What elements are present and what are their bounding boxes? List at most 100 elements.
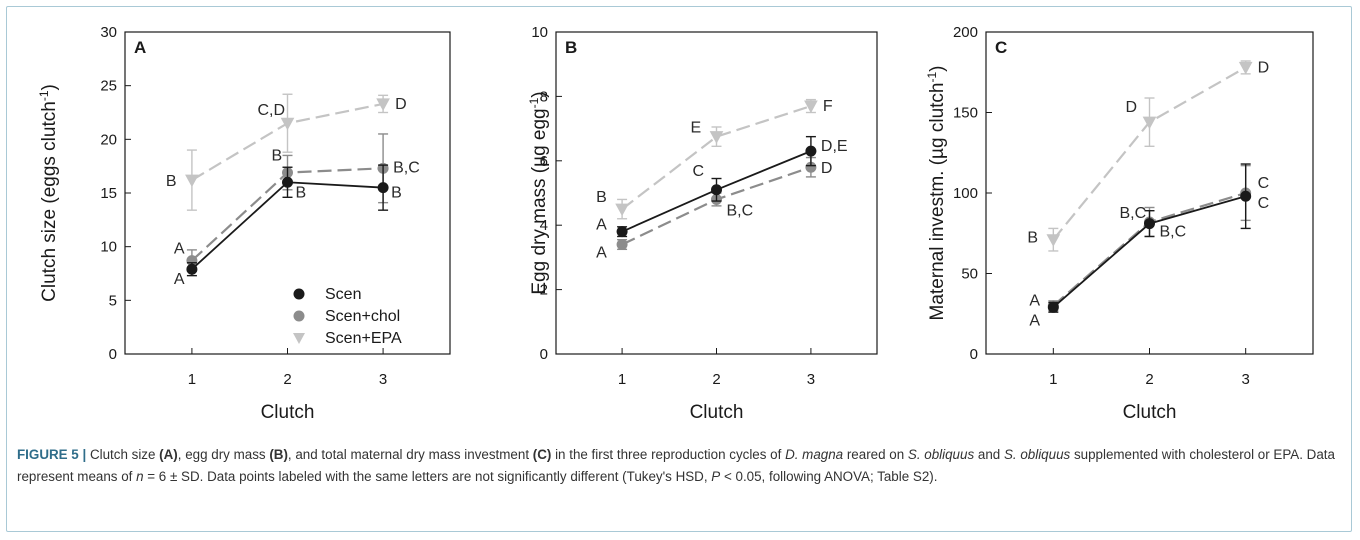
y-tick-label: 25: [100, 78, 117, 95]
data-point: [1144, 218, 1155, 230]
significance-letter: B: [1027, 230, 1038, 247]
caption-symbol: n: [136, 469, 144, 484]
x-axis-label: Clutch: [1123, 402, 1177, 423]
significance-letter: B: [272, 148, 283, 165]
caption-species: D. magna: [785, 447, 844, 462]
panel-a: 0 5 10 15 20 25 30 1 2 3 Clutch Clutch size (eggs c…: [37, 24, 451, 423]
y-tick-label: 50: [961, 266, 978, 283]
series-line: [621, 105, 812, 210]
y-tick-label: 150: [953, 105, 978, 122]
y-tick-label: 0: [109, 346, 117, 363]
caption-text: , and total maternal dry mass investment: [287, 447, 533, 462]
data-point: [1240, 190, 1252, 202]
data-point: [1047, 301, 1059, 313]
significance-letter: C: [1258, 175, 1270, 192]
y-tick-label: 10: [531, 24, 548, 41]
data-point: [616, 226, 628, 238]
significance-letter: A: [1029, 293, 1040, 310]
legend-label: Scen+chol: [325, 308, 400, 325]
y-axis-label: Clutch size (eggs clutch-1): [37, 84, 60, 302]
x-tick-label: 1: [1049, 371, 1057, 388]
data-point: [1142, 116, 1157, 130]
y-axis-label: Egg dry mass (µg egg-1): [527, 91, 550, 294]
significance-letter: C,D: [258, 102, 286, 119]
legend-marker: [293, 333, 305, 344]
significance-letter: A: [174, 241, 185, 258]
significance-letter: A: [1029, 312, 1040, 329]
data-point: [805, 145, 817, 157]
legend-marker: [293, 288, 305, 300]
data-point: [805, 161, 817, 173]
y-tick-label: 0: [540, 346, 548, 363]
data-point: [185, 174, 199, 188]
data-point: [377, 182, 389, 194]
x-tick-label: 2: [1145, 371, 1153, 388]
y-axis-label: Maternal investm. (µg clutch-1): [925, 66, 948, 321]
y-tick-label: 10: [100, 239, 117, 256]
significance-letter: D: [395, 96, 407, 113]
panel-label: B: [565, 38, 577, 57]
significance-letter: D: [821, 160, 833, 177]
legend-label: Scen: [325, 286, 361, 303]
y-tick-label: 15: [100, 185, 117, 202]
data-point: [1046, 234, 1061, 247]
caption-text: < 0.05, following ANOVA; Table S2).: [720, 469, 938, 484]
significance-letter: B,C: [393, 159, 420, 176]
significance-letter: D: [1258, 59, 1270, 76]
caption-text: in the first three reproduction cycles o…: [551, 447, 786, 462]
caption-text: Clutch size: [86, 447, 160, 462]
y-tick-label: 8: [540, 88, 548, 105]
caption-ref: (C): [532, 447, 552, 462]
data-point: [280, 117, 295, 131]
significance-letter: B: [391, 185, 402, 202]
caption-text: supplemented with cholesterol or EPA. Da…: [17, 447, 1335, 484]
x-tick-label: 3: [379, 371, 387, 388]
caption-species: S. obliquus: [1003, 447, 1071, 462]
data-point: [616, 239, 628, 251]
significance-letter: B: [166, 173, 177, 190]
data-point: [282, 176, 293, 188]
data-point: [709, 131, 724, 144]
significance-letter: C: [693, 163, 705, 180]
figure-caption: FIGURE 5 | Clutch size (A), egg dry mass…: [17, 444, 1337, 488]
y-tick-label: 20: [100, 131, 117, 148]
significance-letter: B: [596, 189, 607, 206]
significance-letter: E: [691, 120, 702, 137]
caption-text: , egg dry mass: [177, 447, 270, 462]
y-tick-label: 6: [540, 153, 548, 170]
y-tick-label: 4: [540, 217, 548, 234]
caption-text: reared on: [843, 447, 908, 462]
x-tick-label: 2: [712, 371, 720, 388]
caption-text: = 6 ± SD. Data points labeled with the s…: [143, 469, 712, 484]
x-tick-label: 2: [283, 371, 291, 388]
caption-symbol: P: [711, 469, 721, 484]
x-axis-label: Clutch: [690, 402, 744, 423]
caption-label: FIGURE 5 |: [17, 447, 87, 462]
x-tick-label: 3: [1242, 371, 1250, 388]
significance-letter: B,C: [1160, 224, 1187, 241]
significance-letter: A: [596, 217, 607, 234]
significance-letter: B: [296, 184, 307, 201]
y-tick-label: 0: [970, 346, 978, 363]
data-point: [186, 263, 198, 275]
data-point: [376, 98, 390, 111]
data-point: [804, 100, 818, 114]
caption-species: S. obliquus: [907, 447, 975, 462]
data-point: [615, 203, 629, 217]
y-tick-label: 2: [540, 282, 548, 299]
panel-label: A: [134, 38, 146, 57]
significance-letter: F: [823, 98, 833, 115]
legend: Scen Scen+chol Scen+EPA: [293, 286, 402, 347]
significance-letter: A: [174, 271, 185, 288]
significance-letter: D,E: [821, 138, 848, 155]
data-point: [711, 184, 722, 196]
caption-text: and: [974, 447, 1004, 462]
x-tick-label: 3: [807, 371, 815, 388]
x-tick-label: 1: [188, 371, 196, 388]
legend-label: Scen+EPA: [325, 330, 402, 347]
y-tick-label: 100: [953, 185, 978, 202]
data-point: [1238, 61, 1253, 75]
x-axis-label: Clutch: [261, 402, 315, 423]
